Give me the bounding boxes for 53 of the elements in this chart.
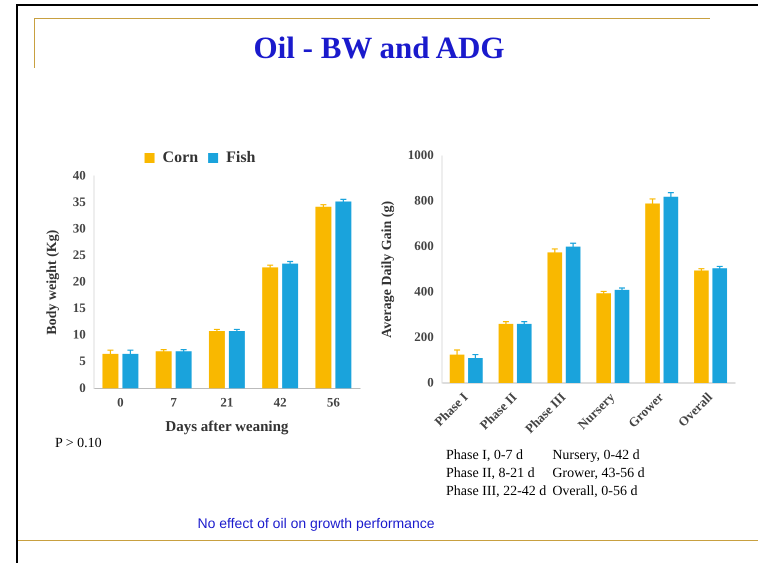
x-tick-label: 0 <box>117 394 124 410</box>
y-tick-label: 0 <box>427 374 434 390</box>
bar <box>262 267 278 388</box>
y-tick-label: 35 <box>72 194 86 209</box>
chart-title: Oil - BW and ADG <box>252 30 506 66</box>
x-tick-label: 21 <box>220 394 234 410</box>
bar <box>282 264 298 388</box>
x-tick-label: 56 <box>326 394 340 410</box>
bar <box>498 324 514 383</box>
text: Overall, 0-56 d <box>552 484 638 501</box>
bar <box>516 324 532 383</box>
bar <box>176 351 192 388</box>
bar <box>596 293 611 383</box>
y-tick-label: 400 <box>414 283 434 298</box>
bar <box>468 358 483 383</box>
x-tick-label: 42 <box>274 394 287 410</box>
y-tick-label: 200 <box>414 328 434 344</box>
text: Phase II, 8-21 d <box>446 466 536 483</box>
bar <box>614 290 630 383</box>
y-tick-label: 1000 <box>408 147 434 162</box>
y-tick-label: 600 <box>414 238 434 254</box>
text: Nursery, 0-42 d <box>552 448 641 465</box>
text: Phase I, 0-7 d <box>446 448 524 465</box>
y-tick-label: 800 <box>414 192 434 208</box>
x-axis-title: Days after weaning <box>165 418 289 435</box>
bar <box>156 351 172 388</box>
text: Phase III, 22-42 d <box>446 484 546 501</box>
bar <box>335 201 352 388</box>
bar <box>208 331 225 388</box>
bar <box>712 268 728 383</box>
text: P > 0.10 <box>55 436 102 452</box>
bar <box>102 354 118 388</box>
bar <box>228 331 245 388</box>
legend-label: Fish <box>226 149 256 166</box>
y-tick-label: 40 <box>72 167 86 182</box>
x-tick-label: 7 <box>170 394 178 410</box>
y-tick-label: 25 <box>72 247 86 262</box>
y-tick-label: 10 <box>72 326 86 342</box>
y-axis-title: Average Daily Gain (g) <box>380 200 396 338</box>
legend-label: Corn <box>162 149 198 166</box>
y-tick-label: 0 <box>79 380 86 395</box>
text: Grower, 43-56 d <box>552 466 645 483</box>
bar <box>315 206 332 388</box>
bar <box>694 270 709 383</box>
y-tick-label: 5 <box>79 353 86 368</box>
y-tick-label: 30 <box>72 220 86 236</box>
y-tick-label: 20 <box>72 274 86 289</box>
bar <box>566 246 580 383</box>
bar <box>547 252 562 383</box>
text: No effect of oil on growth performance <box>196 515 436 531</box>
bar <box>122 354 138 388</box>
y-axis-title: Body weight (Kg) <box>45 229 60 335</box>
y-tick-label: 15 <box>72 300 86 316</box>
